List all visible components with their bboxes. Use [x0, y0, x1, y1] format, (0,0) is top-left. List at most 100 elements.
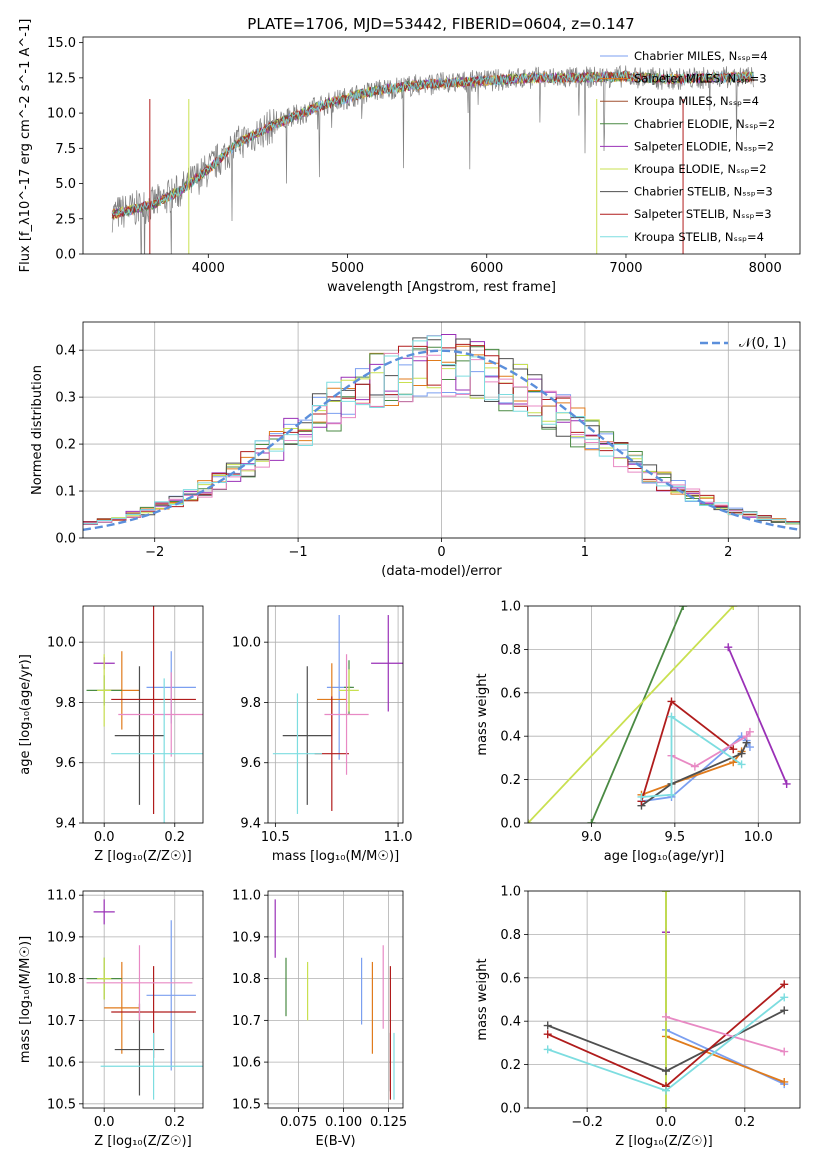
- x-tick-label: 6000: [470, 261, 503, 276]
- legend-entry: Salpeter STELIB, Nₛₛₚ=3: [634, 207, 772, 221]
- plot-marks: [272, 615, 403, 814]
- plot-marks: [111, 64, 755, 254]
- massweight-marker: [661, 891, 670, 895]
- x-axis-label: Z [log₁₀(Z/Z☉)]: [94, 1134, 191, 1149]
- massweight-line: [665, 1035, 785, 1083]
- y-axis-label: mass weight: [475, 958, 490, 1040]
- y-tick-label: 0.2: [500, 1058, 521, 1073]
- y-tick-label: 10.8: [47, 972, 76, 987]
- y-tick-label: 10.6: [232, 1056, 261, 1071]
- x-tick-label: −1: [289, 545, 308, 560]
- massweight-line: [671, 731, 751, 768]
- normal-pdf-curve: [83, 349, 800, 531]
- x-axis-label: Z [log₁₀(Z/Z☉)]: [94, 849, 191, 864]
- x-tick-label: 0: [437, 545, 445, 560]
- y-tick-label: 0.4: [55, 344, 76, 359]
- massweight-marker: [737, 749, 746, 758]
- massweight-marker: [667, 712, 676, 721]
- y-tick-label: 7.5: [55, 142, 76, 157]
- massweight-marker: [780, 1006, 789, 1015]
- plot-marks: [86, 899, 203, 1100]
- legend-entry: Salpeter MILES, Nₛₛₚ=3: [634, 72, 767, 86]
- massweight-marker: [667, 697, 676, 706]
- axes-frame: [82, 36, 801, 255]
- massweight-marker: [782, 779, 791, 788]
- y-axis-label: mass weight: [475, 673, 490, 755]
- x-axis-label: Z [log₁₀(Z/Z☉)]: [615, 1134, 712, 1149]
- massweight-marker: [745, 727, 754, 736]
- y-tick-label: 9.6: [55, 756, 76, 771]
- y-tick-label: 0.4: [500, 1015, 521, 1030]
- axes-frame: [527, 890, 801, 1109]
- y-tick-label: 9.6: [240, 756, 261, 771]
- y-tick-label: 0.8: [500, 928, 521, 943]
- residuals-histogram: −2 −1 0 1 2 0.0 0.1 0.2 0.3 0.4 (data-model)/error…: [30, 321, 801, 579]
- massweight-marker: [780, 1047, 789, 1056]
- x-tick-label: 1: [581, 545, 589, 560]
- y-axis-label: age [log₁₀(age/yr)]: [18, 654, 33, 775]
- y-tick-label: 10.5: [232, 1097, 261, 1112]
- x-tick-label: 8000: [749, 261, 782, 276]
- massweight-marker: [543, 1045, 552, 1054]
- x-tick-label: 0.100: [325, 1115, 362, 1130]
- x-tick-label: 10.5: [261, 830, 290, 845]
- massweight-marker: [724, 643, 733, 652]
- y-tick-label: 11.0: [232, 889, 261, 904]
- y-tick-label: 1.0: [500, 600, 521, 615]
- massweight-marker: [543, 1030, 552, 1039]
- x-tick-label: 0.2: [164, 1115, 185, 1130]
- plot-marks: [83, 333, 800, 531]
- y-axis-label: Flux [f_λ10^-17 erg cm^-2 s^-1 A^-1]: [18, 19, 33, 273]
- massweight-marker: [661, 1067, 670, 1076]
- massweight-line: [665, 1016, 785, 1053]
- massweight-line: [727, 646, 788, 785]
- legend-entry: Chabrier ELODIE, Nₛₛₚ=2: [634, 117, 775, 131]
- y-tick-label: 0.6: [500, 686, 521, 701]
- x-tick-label: 5000: [331, 261, 364, 276]
- massweight-marker: [637, 792, 646, 801]
- massweight-marker: [543, 1021, 552, 1030]
- y-tick-label: 10.8: [232, 972, 261, 987]
- y-tick-label: 10.7: [47, 1014, 76, 1029]
- y-tick-label: 1.0: [500, 885, 521, 900]
- y-tick-label: 10.9: [47, 930, 76, 945]
- x-tick-label: 0.0: [94, 830, 115, 845]
- y-tick-label: 10.9: [232, 930, 261, 945]
- legend-entry: Chabrier STELIB, Nₛₛₚ=3: [634, 185, 773, 199]
- massweight-line: [590, 606, 685, 823]
- massweight-marker: [737, 760, 746, 769]
- massweight-line: [641, 714, 743, 798]
- y-tick-label: 0.0: [500, 1102, 521, 1117]
- residual-histogram-step: [83, 352, 800, 524]
- x-tick-label: 0.2: [734, 1115, 755, 1130]
- y-tick-label: 0.2: [55, 438, 76, 453]
- axes-frame: [267, 605, 404, 824]
- model-spectrum-line: [111, 70, 755, 217]
- y-tick-label: 0.4: [500, 730, 521, 745]
- y-tick-label: 0.0: [500, 817, 521, 832]
- legend-entry: 𝒩(0, 1): [739, 336, 786, 351]
- y-tick-label: 0.1: [55, 485, 76, 500]
- y-tick-label: 2.5: [55, 212, 76, 227]
- x-tick-label: 0.075: [280, 1115, 317, 1130]
- massweight-marker: [780, 980, 789, 989]
- x-tick-label: 9.5: [665, 830, 686, 845]
- mass-vs-metallicity-plot: 0.0 0.2 10.5 10.6 10.7 10.8 10.9 11.0 Z [log₁₀(Z…: [18, 889, 204, 1149]
- residual-histogram-step: [83, 333, 800, 525]
- spectrum-plot: 4000 5000 6000 7000 8000 0.0 2.5 5.0 7.5 10.0 12.5…: [18, 19, 801, 295]
- y-tick-label: 0.0: [55, 532, 76, 547]
- x-tick-label: 7000: [609, 261, 642, 276]
- massweight-line: [640, 742, 748, 807]
- legend-entry: Kroupa STELIB, Nₛₛₚ=4: [634, 230, 764, 244]
- y-tick-label: 10.0: [47, 636, 76, 651]
- y-tick-label: 0.2: [500, 773, 521, 788]
- x-tick-label: 4000: [192, 261, 225, 276]
- x-axis-label: (data-model)/error: [381, 564, 502, 579]
- massweight-marker: [661, 1012, 670, 1021]
- x-tick-label: 0.125: [370, 1115, 407, 1130]
- y-tick-label: 10.0: [232, 636, 261, 651]
- x-tick-label: 0.0: [94, 1115, 115, 1130]
- legend-entry: Kroupa MILES, Nₛₛₚ=4: [634, 94, 759, 108]
- massweight-marker: [661, 1086, 670, 1095]
